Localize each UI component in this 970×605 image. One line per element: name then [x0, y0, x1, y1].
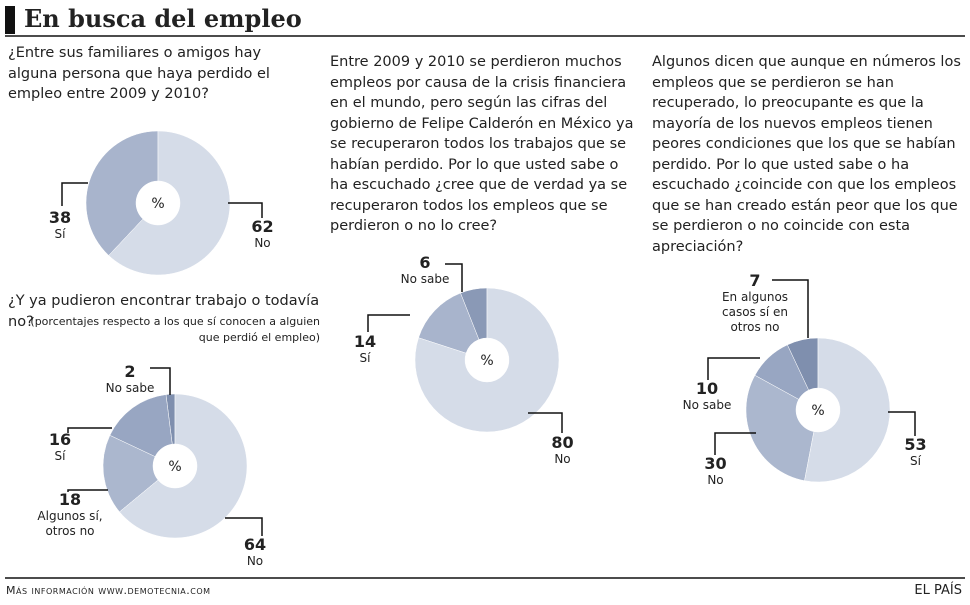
- slice-value: 14: [353, 332, 377, 351]
- slice-category: No: [246, 554, 264, 568]
- slice-label: 14 Sí: [340, 333, 390, 366]
- leader-line: [528, 412, 563, 433]
- slice-category: No: [707, 473, 724, 487]
- slice-value: 2: [124, 362, 136, 381]
- slice-category: No: [554, 452, 571, 466]
- donut-segment: [109, 394, 173, 457]
- donut-segment: [85, 130, 159, 256]
- footer-source: Más información www.demotecnia.com: [6, 584, 211, 597]
- center-label: %: [480, 353, 493, 369]
- slice-label: 30 No: [688, 455, 743, 488]
- question-note: (porcentajes respecto a los que sí conoc…: [30, 315, 320, 344]
- center-label: %: [811, 403, 824, 419]
- leader-line: [772, 279, 809, 338]
- slice-label: 80 No: [535, 434, 590, 467]
- slice-label: 16 Sí: [40, 431, 80, 464]
- page-title: En busca del empleo: [24, 4, 302, 33]
- slice-value: 16: [48, 430, 72, 449]
- leader-line: [67, 489, 108, 492]
- slice-value: 38: [48, 208, 72, 227]
- leader-line: [445, 263, 463, 292]
- slice-label: 7 En algunos casos sí en otros no: [715, 272, 795, 335]
- question: ¿Y ya pudieron encontrar trabajo o todav…: [8, 293, 320, 330]
- leader-line: [67, 427, 112, 433]
- slice-category: En algunos casos sí en otros no: [721, 290, 789, 334]
- leader-line: [225, 517, 263, 536]
- donut-segment: [119, 393, 248, 539]
- slice-label: 10 No sabe: [672, 380, 742, 413]
- slice-value: 7: [749, 271, 761, 290]
- donut-segment: [804, 337, 891, 483]
- slice-value: 10: [695, 379, 719, 398]
- question: Algunos dicen que aunque en números los …: [652, 54, 961, 255]
- leader-line: [228, 202, 263, 218]
- slice-value: 64: [243, 535, 267, 554]
- center-label: %: [168, 459, 181, 475]
- leader-line: [367, 314, 410, 332]
- donut-segment: [108, 130, 231, 276]
- slice-value: 53: [904, 435, 927, 454]
- leader-line: [707, 357, 760, 380]
- question: Entre 2009 y 2010 se perdieron muchos em…: [330, 54, 634, 234]
- slice-category: No sabe: [105, 381, 155, 395]
- slice-category: No: [254, 236, 271, 250]
- slice-category: Algunos sí, otros no: [37, 509, 103, 538]
- donut-segment: [102, 435, 159, 513]
- donut-segment: [414, 287, 560, 433]
- leader-line: [888, 411, 916, 436]
- slice-label: 64 No: [225, 536, 285, 569]
- slice-label: 53 Sí: [888, 436, 943, 469]
- slice-category: Sí: [910, 454, 921, 468]
- slice-label: 2 No sabe: [100, 363, 160, 396]
- footer-brand: EL PAÍS: [914, 583, 962, 598]
- slice-label: 38 Sí: [40, 209, 80, 242]
- slice-value: 18: [58, 490, 82, 509]
- slice-value: 80: [551, 433, 574, 452]
- slice-label: 62 No: [235, 218, 290, 251]
- slice-label: 6 No sabe: [390, 254, 460, 287]
- center-label: %: [151, 196, 164, 212]
- leader-line: [714, 432, 756, 455]
- title-bar: [5, 6, 15, 34]
- leader-line: [61, 182, 88, 206]
- slice-category: Sí: [54, 449, 66, 463]
- slice-value: 30: [704, 454, 727, 473]
- slice-category: No sabe: [400, 272, 450, 286]
- slice-value: 62: [251, 217, 274, 236]
- slice-label: 18 Algunos sí, otros no: [25, 491, 115, 539]
- slice-value: 6: [419, 253, 431, 272]
- question: ¿Entre sus familiares o amigos hay algun…: [8, 45, 270, 102]
- slice-category: No sabe: [682, 398, 732, 412]
- leader-line: [150, 367, 171, 395]
- donut-segment: [745, 374, 815, 482]
- slice-category: Sí: [359, 351, 371, 365]
- slice-category: Sí: [54, 227, 66, 241]
